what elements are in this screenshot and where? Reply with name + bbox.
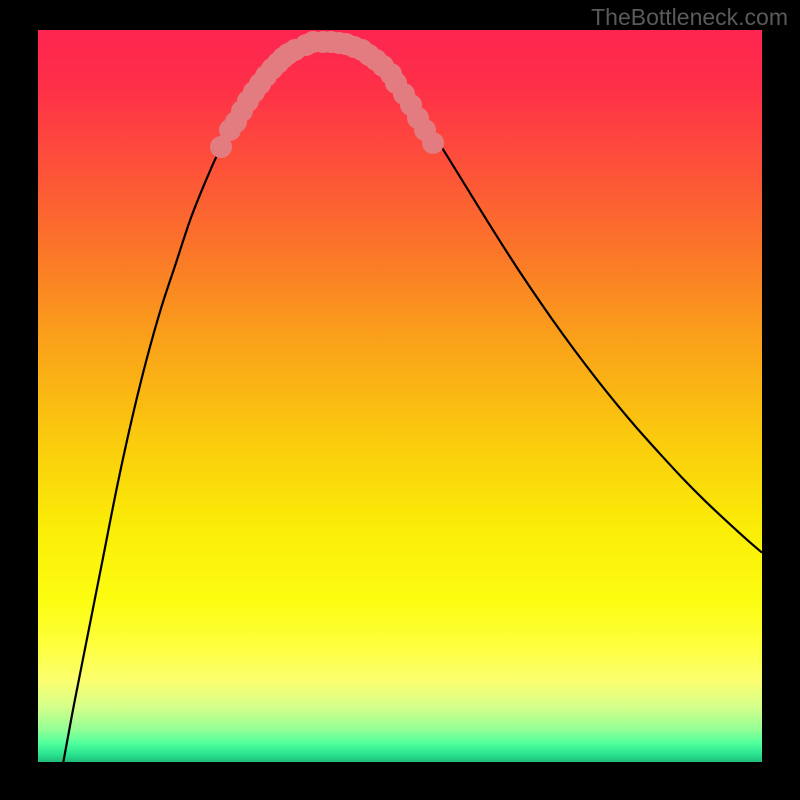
- scatter-markers: [38, 30, 762, 762]
- plot-area: [38, 30, 762, 762]
- scatter-point: [422, 132, 444, 154]
- watermark: TheBottleneck.com: [591, 4, 788, 31]
- scatter-point: [328, 32, 350, 54]
